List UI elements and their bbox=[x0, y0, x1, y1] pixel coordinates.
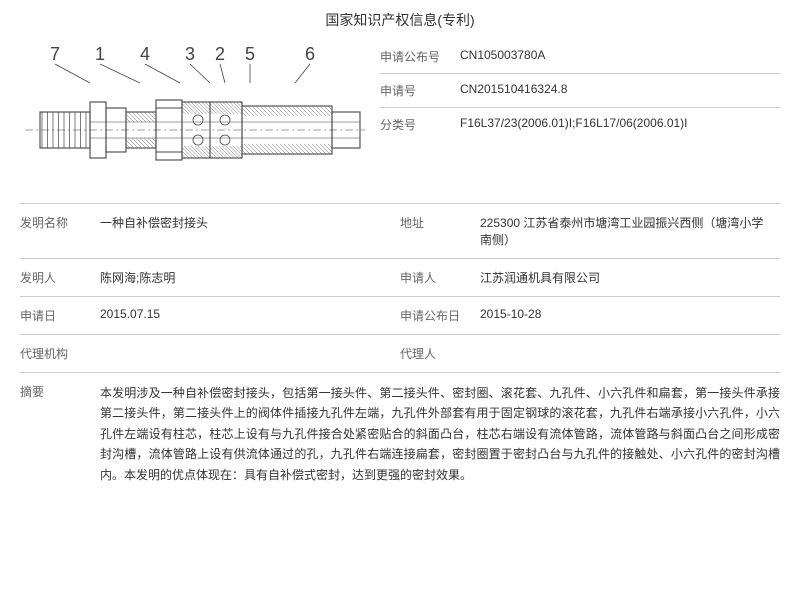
field-value: F16L37/23(2006.01)I;F16L17/06(2006.01)I bbox=[460, 116, 780, 130]
field-label: 申请人 bbox=[400, 269, 480, 286]
abstract-text: 本发明涉及一种自补偿密封接头，包括第一接头件、第二接头件、密封圈、滚花套、九孔件… bbox=[100, 383, 780, 485]
abstract-label: 摘要 bbox=[20, 383, 100, 485]
svg-text:3: 3 bbox=[185, 44, 195, 64]
svg-text:7: 7 bbox=[50, 44, 60, 64]
field-label: 代理人 bbox=[400, 345, 480, 362]
field-value: 江苏润通机具有限公司 bbox=[480, 269, 780, 286]
field-label: 发明人 bbox=[20, 269, 100, 286]
field-label: 申请号 bbox=[380, 82, 460, 99]
info-row: 分类号F16L37/23(2006.01)I;F16L17/06(2006.01… bbox=[380, 108, 780, 141]
field-label: 地址 bbox=[400, 214, 480, 248]
svg-text:1: 1 bbox=[95, 44, 105, 64]
svg-text:4: 4 bbox=[140, 44, 150, 64]
svg-text:5: 5 bbox=[245, 44, 255, 64]
field-value: 一种自补偿密封接头 bbox=[100, 214, 400, 248]
field-label: 申请日 bbox=[20, 307, 100, 324]
field-value: 225300 江苏省泰州市塘湾工业园振兴西侧（塘湾小学南侧） bbox=[480, 214, 780, 248]
field-value bbox=[480, 345, 780, 362]
field-label: 分类号 bbox=[380, 116, 460, 133]
field-value bbox=[100, 345, 400, 362]
field-value: 陈网海;陈志明 bbox=[100, 269, 400, 286]
field-label: 发明名称 bbox=[20, 214, 100, 248]
field-value: 2015-10-28 bbox=[480, 307, 780, 324]
patent-drawing: 7 1 4 325 6 bbox=[20, 40, 370, 195]
detail-row: 发明人陈网海;陈志明申请人江苏润通机具有限公司 bbox=[20, 259, 780, 297]
top-info-table: 申请公布号CN105003780A申请号CN201510416324.8分类号F… bbox=[380, 40, 780, 195]
svg-text:6: 6 bbox=[305, 44, 315, 64]
field-label: 申请公布号 bbox=[380, 48, 460, 65]
detail-row: 申请日2015.07.15申请公布日2015-10-28 bbox=[20, 297, 780, 335]
field-value: CN105003780A bbox=[460, 48, 780, 62]
svg-text:2: 2 bbox=[215, 44, 225, 64]
detail-row: 代理机构 代理人 bbox=[20, 335, 780, 373]
field-label: 代理机构 bbox=[20, 345, 100, 362]
info-row: 申请公布号CN105003780A bbox=[380, 40, 780, 74]
info-row: 申请号CN201510416324.8 bbox=[380, 74, 780, 108]
field-value: 2015.07.15 bbox=[100, 307, 400, 324]
field-value: CN201510416324.8 bbox=[460, 82, 780, 96]
abstract-row: 摘要 本发明涉及一种自补偿密封接头，包括第一接头件、第二接头件、密封圈、滚花套、… bbox=[20, 373, 780, 495]
top-section: 7143256 申请公布号CN105003780A申请号CN2015104163… bbox=[20, 40, 780, 204]
detail-table: 发明名称一种自补偿密封接头地址225300 江苏省泰州市塘湾工业园振兴西侧（塘湾… bbox=[20, 204, 780, 373]
field-label: 申请公布日 bbox=[400, 307, 480, 324]
detail-row: 发明名称一种自补偿密封接头地址225300 江苏省泰州市塘湾工业园振兴西侧（塘湾… bbox=[20, 204, 780, 259]
page-title: 国家知识产权信息(专利) bbox=[20, 10, 780, 30]
